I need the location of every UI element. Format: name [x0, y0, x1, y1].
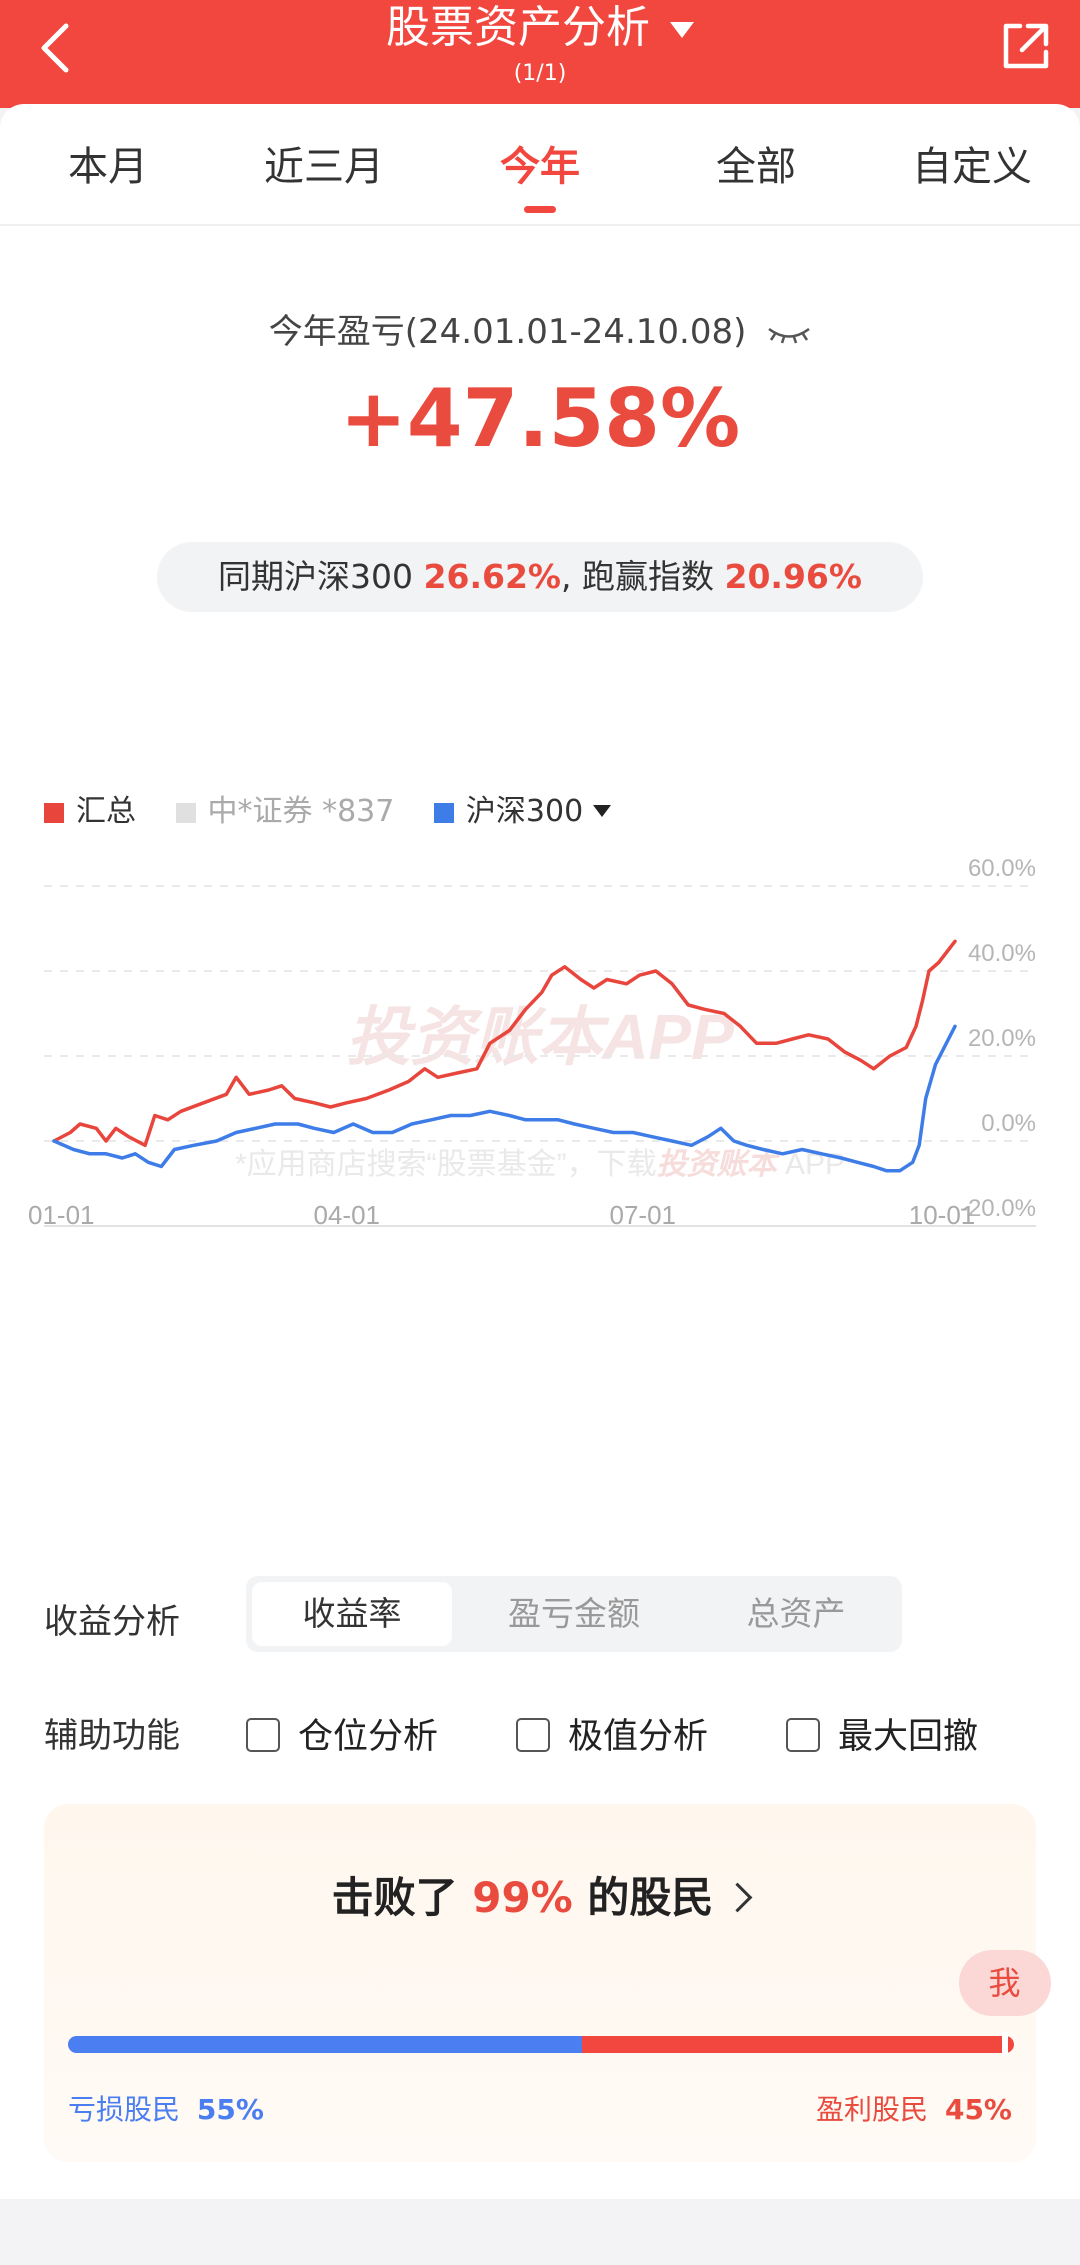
legend-swatch-total	[44, 803, 64, 823]
checkbox-extreme-analysis[interactable]: 极值分析	[516, 1708, 708, 1759]
loss-pct: 55%	[196, 2093, 264, 2126]
checkbox-label: 仓位分析	[298, 1717, 439, 1757]
compare-mid: , 跑赢指数	[561, 557, 714, 596]
eye-closed-icon[interactable]	[767, 324, 811, 344]
dropdown-caret-icon	[593, 805, 612, 817]
me-marker: 我	[958, 1950, 1051, 2016]
checkbox-icon	[246, 1718, 280, 1752]
tab-active-indicator	[524, 206, 556, 213]
page-title[interactable]: 股票资产分析	[0, 0, 1080, 56]
gain-label: 盈利股民	[816, 2093, 929, 2126]
legend-swatch-index	[433, 803, 454, 823]
y-tick-label: -20.0%	[960, 1195, 1036, 1222]
gain-bar	[582, 2036, 1014, 2053]
app-header: 股票资产分析 (1/1)	[0, 0, 1080, 108]
legend-item-index[interactable]: 沪深300	[433, 786, 612, 830]
x-tick-label: 07-01	[609, 1200, 676, 1230]
watermark-text: 投资账本APP	[346, 1001, 734, 1073]
excess-return: 20.96%	[724, 557, 862, 596]
footer-watermark-part: 投资账本	[657, 1148, 781, 1181]
checkbox-position-analysis[interactable]: 仓位分析	[246, 1708, 438, 1759]
series-line-total	[52, 939, 957, 1148]
legend-swatch-account	[175, 803, 196, 823]
pl-value: +47.58%	[339, 372, 741, 465]
tab-custom[interactable]: 自定义	[912, 144, 1032, 190]
checkbox-label: 极值分析	[568, 1717, 709, 1757]
legend-item-account[interactable]: 中*证券 *837	[175, 786, 395, 830]
index-return: 26.62%	[423, 557, 561, 596]
y-tick-label: 60.0%	[968, 855, 1036, 882]
series-line-index	[52, 1024, 957, 1173]
checkbox-icon	[786, 1718, 820, 1752]
tab-this-year[interactable]: 今年	[432, 134, 648, 213]
loss-label: 亏损股民	[68, 2093, 181, 2126]
index-comparison: 同期沪深300 26.62%, 跑赢指数 20.96%	[157, 542, 923, 612]
share-icon[interactable]	[998, 18, 1054, 74]
y-tick-label: 0.0%	[981, 1110, 1036, 1137]
gain-pct: 45%	[944, 2093, 1012, 2126]
seg-total-assets[interactable]: 总资产	[746, 1594, 846, 1633]
x-tick-label: 10-01	[909, 1200, 976, 1230]
legend-label-index: 沪深300	[465, 794, 584, 829]
beat-percent: 99%	[472, 1873, 573, 1922]
analysis-label: 收益分析	[44, 1602, 180, 1642]
checkbox-icon	[516, 1718, 550, 1752]
beat-prefix: 击败了	[331, 1873, 458, 1922]
tab-all[interactable]: 全部	[716, 144, 796, 190]
tab-this-year-label: 今年	[500, 144, 580, 190]
tab-three-months[interactable]: 近三月	[264, 144, 384, 190]
beat-title: 击败了 99% 的股民	[44, 1864, 1036, 1925]
beat-suffix: 的股民	[587, 1873, 714, 1922]
legend-label-account: 中*证券 *837	[207, 794, 395, 829]
footer-watermark: *应用商店搜索“股票基金”，下载投资账本 APP	[235, 1148, 845, 1181]
y-tick-label: 20.0%	[968, 1025, 1036, 1052]
loss-legend: 亏损股民 55%	[68, 2088, 264, 2128]
checkbox-max-drawdown[interactable]: 最大回撤	[786, 1708, 978, 1759]
back-icon[interactable]	[30, 18, 90, 78]
legend-label-total: 汇总	[76, 794, 136, 829]
footer-watermark-part: *应用商店搜索“股票基金”，下载	[235, 1148, 657, 1181]
beat-card[interactable]: 击败了 99% 的股民 我 亏损股民 55% 盈利股民 45%	[44, 1804, 1051, 2162]
pl-label: 今年盈亏(24.01.01-24.10.08)	[268, 312, 747, 352]
loss-bar	[68, 2036, 582, 2053]
page-subtitle: (1/1)	[513, 61, 567, 86]
caret-down-icon	[670, 22, 694, 38]
legend-item-total[interactable]: 汇总	[44, 786, 136, 830]
compare-prefix: 同期沪深300	[218, 557, 414, 596]
x-tick-label: 04-01	[313, 1200, 380, 1230]
gain-legend: 盈利股民 45%	[816, 2088, 1012, 2128]
analysis-segment: 收益率 盈亏金额 总资产	[246, 1576, 902, 1652]
tab-month[interactable]: 本月	[68, 144, 148, 190]
seg-return-rate[interactable]: 收益率	[252, 1582, 452, 1646]
chevron-right-icon	[723, 1882, 753, 1913]
x-tick-label: 01-01	[28, 1200, 95, 1230]
main-card: 本月 近三月 今年 全部 自定义 今年盈亏(24.01.01-24.10.08)…	[0, 104, 1080, 2199]
aux-label: 辅助功能	[44, 1716, 180, 1756]
checkbox-label: 最大回撤	[838, 1717, 979, 1757]
page-title-text: 股票资产分析	[386, 2, 650, 53]
pl-label-row: 今年盈亏(24.01.01-24.10.08)	[0, 304, 1080, 353]
y-tick-label: 40.0%	[968, 940, 1036, 967]
return-chart[interactable]: 投资账本APP 60.0% 40.0% 20.0% 0.0% -20.0% 01-01 04-…	[0, 834, 1080, 1664]
seg-pl-amount[interactable]: 盈亏金额	[508, 1594, 640, 1633]
period-tabs: 本月 近三月 今年 全部 自定义	[0, 104, 1080, 226]
chart-legend: 汇总 中*证券 *837 沪深300	[44, 786, 641, 830]
me-position-indicator	[1001, 2032, 1008, 2056]
